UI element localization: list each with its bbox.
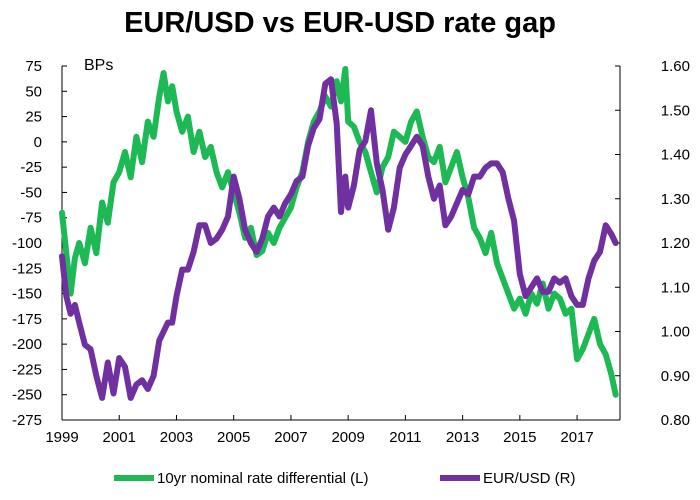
left-axis-unit: BPs [84,57,113,74]
left-tick-label: -100 [12,235,42,252]
left-tick-label: 75 [25,58,42,75]
left-tick-label: -275 [12,412,42,429]
x-tick-label: 2015 [503,429,536,446]
x-tick-label: 2013 [446,429,479,446]
right-tick-label: 1.30 [661,191,690,208]
left-tick-label: -150 [12,286,42,303]
left-tick-label: 25 [25,109,42,126]
left-tick-label: -125 [12,260,42,277]
left-tick-label: -175 [12,311,42,328]
x-tick-label: 2011 [389,429,421,446]
right-tick-label: 1.20 [661,235,690,252]
right-tick-label: 0.90 [661,368,690,385]
left-tick-label: -200 [12,336,42,353]
series-line-rate-differential [59,66,619,398]
x-tick-label: 2005 [217,429,250,446]
left-tick-label: -25 [20,159,42,176]
legend: 10yr nominal rate differential (L) EUR/U… [114,470,576,487]
chart-title: EUR/USD vs EUR-USD rate gap [124,7,556,39]
left-tick-label: -75 [20,210,42,227]
left-tick-label: -225 [12,361,42,378]
series-line-eurusd [59,76,619,401]
x-tick-label: 1999 [45,429,78,446]
x-tick-label: 2017 [560,429,593,446]
series-layer [59,66,619,401]
right-tick-label: 1.10 [661,279,690,296]
x-tick-label: 2001 [103,429,136,446]
x-tick-label: 2003 [160,429,193,446]
right-tick-label: 1.50 [661,102,690,119]
right-tick-label: 1.00 [661,324,690,341]
right-tick-label: 1.60 [661,58,690,75]
right-tick-label: 0.80 [661,412,690,429]
right-tick-label: 1.40 [661,147,690,164]
left-tick-label: 50 [25,83,42,100]
left-tick-label: -250 [12,387,42,404]
axes: 75 50 25 0 -25 -50 -75 -100 -125 -150 -175 -200 -225… [12,58,690,446]
left-tick-label: -50 [20,184,42,201]
x-tick-label: 2009 [331,429,364,446]
legend-label-eurusd: EUR/USD (R) [483,470,576,487]
left-tick-label: 0 [34,134,42,151]
legend-label-rate-differential: 10yr nominal rate differential (L) [157,470,369,487]
x-tick-label: 2007 [274,429,307,446]
